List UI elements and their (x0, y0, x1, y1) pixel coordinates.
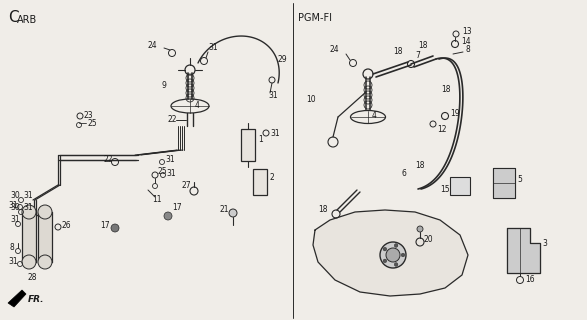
Text: 25: 25 (88, 118, 97, 127)
Text: ARB: ARB (17, 15, 37, 25)
Text: 3: 3 (542, 238, 547, 247)
Text: 31: 31 (270, 129, 279, 138)
Text: 8: 8 (465, 44, 470, 53)
Circle shape (394, 263, 398, 266)
Circle shape (22, 255, 36, 269)
Text: 30: 30 (10, 203, 20, 212)
Text: 24: 24 (330, 45, 340, 54)
Text: 31: 31 (166, 169, 176, 178)
Text: 25: 25 (157, 167, 167, 177)
Text: 17: 17 (100, 220, 110, 229)
Text: 28: 28 (28, 273, 38, 282)
Text: 2: 2 (270, 172, 275, 181)
Text: 31: 31 (23, 190, 33, 199)
Text: 1: 1 (258, 135, 263, 145)
Text: 6: 6 (401, 170, 406, 179)
Text: 22: 22 (103, 156, 113, 164)
Circle shape (38, 255, 52, 269)
Text: 13: 13 (462, 28, 471, 36)
Polygon shape (8, 290, 26, 307)
Text: 22: 22 (168, 116, 177, 124)
Circle shape (386, 248, 400, 262)
Text: 20: 20 (424, 236, 434, 244)
Circle shape (401, 253, 405, 257)
Text: 21: 21 (220, 205, 230, 214)
Text: FR.: FR. (28, 295, 45, 305)
Text: 18: 18 (393, 47, 403, 57)
Text: 31: 31 (23, 203, 33, 212)
Text: 12: 12 (437, 124, 447, 133)
Circle shape (111, 224, 119, 232)
Text: 24: 24 (148, 42, 158, 51)
Text: 31: 31 (10, 215, 19, 225)
Text: 31: 31 (8, 258, 18, 267)
Text: 31: 31 (208, 44, 218, 52)
Bar (38, 212, 52, 262)
Circle shape (417, 226, 423, 232)
Text: C: C (8, 11, 19, 26)
Circle shape (394, 244, 398, 247)
Text: 18: 18 (441, 84, 450, 93)
Text: 14: 14 (461, 37, 471, 46)
Text: 9: 9 (162, 82, 167, 91)
Text: PGM-FI: PGM-FI (298, 13, 332, 23)
Text: 15: 15 (440, 186, 450, 195)
Text: 7: 7 (415, 52, 420, 60)
Circle shape (164, 212, 172, 220)
Text: 27: 27 (182, 180, 191, 189)
Circle shape (380, 242, 406, 268)
Text: 31: 31 (8, 201, 18, 210)
Polygon shape (313, 210, 468, 296)
Text: 17: 17 (172, 204, 181, 212)
Text: 23: 23 (84, 111, 93, 121)
Text: 29: 29 (278, 55, 288, 65)
Text: 4: 4 (195, 100, 200, 109)
Text: 5: 5 (517, 175, 522, 185)
Text: 16: 16 (525, 276, 535, 284)
Text: 31: 31 (268, 92, 278, 100)
Bar (22, 212, 36, 262)
Circle shape (22, 205, 36, 219)
Polygon shape (493, 168, 515, 198)
Text: 8: 8 (10, 243, 15, 252)
Circle shape (229, 209, 237, 217)
Text: 4: 4 (372, 111, 377, 121)
Bar (253, 169, 267, 195)
Polygon shape (507, 228, 540, 273)
Text: 11: 11 (152, 196, 161, 204)
Circle shape (383, 247, 387, 251)
Circle shape (383, 259, 387, 263)
Text: 30: 30 (10, 190, 20, 199)
Text: 18: 18 (418, 42, 427, 51)
Text: 10: 10 (306, 95, 316, 105)
Circle shape (38, 205, 52, 219)
Bar (241, 129, 255, 161)
Bar (450, 177, 470, 195)
Text: 18: 18 (318, 205, 328, 214)
Text: 26: 26 (62, 220, 72, 229)
Text: 19: 19 (450, 109, 460, 118)
Text: 31: 31 (165, 156, 174, 164)
Text: 18: 18 (415, 162, 424, 171)
